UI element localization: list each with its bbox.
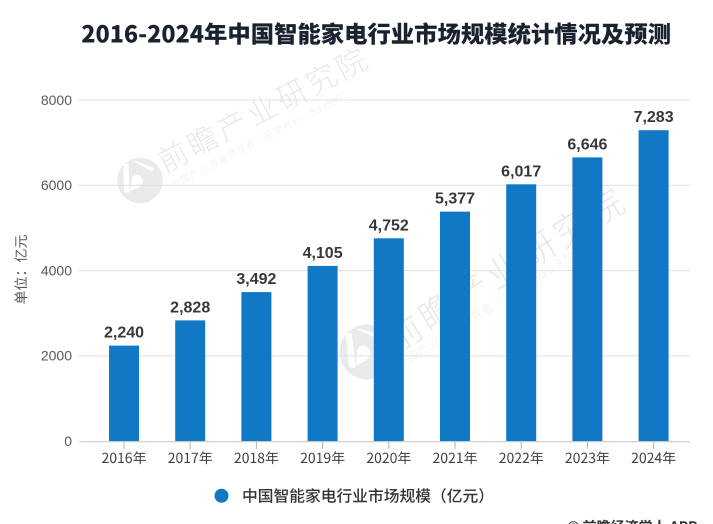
svg-text:8000: 8000 xyxy=(41,92,72,108)
svg-text:5,377: 5,377 xyxy=(435,191,475,208)
svg-text:2,240: 2,240 xyxy=(104,325,144,342)
svg-text:6,646: 6,646 xyxy=(567,136,607,153)
svg-text:6000: 6000 xyxy=(41,177,72,193)
svg-text:4,105: 4,105 xyxy=(303,245,343,262)
svg-text:2,828: 2,828 xyxy=(170,299,210,316)
svg-text:4,752: 4,752 xyxy=(369,217,409,234)
svg-text:0: 0 xyxy=(64,433,72,449)
svg-text:7,283: 7,283 xyxy=(634,109,674,126)
svg-text:6,017: 6,017 xyxy=(501,163,541,180)
svg-text:2000: 2000 xyxy=(41,348,72,364)
svg-text:4000: 4000 xyxy=(41,262,72,278)
svg-text:3,492: 3,492 xyxy=(236,271,276,288)
